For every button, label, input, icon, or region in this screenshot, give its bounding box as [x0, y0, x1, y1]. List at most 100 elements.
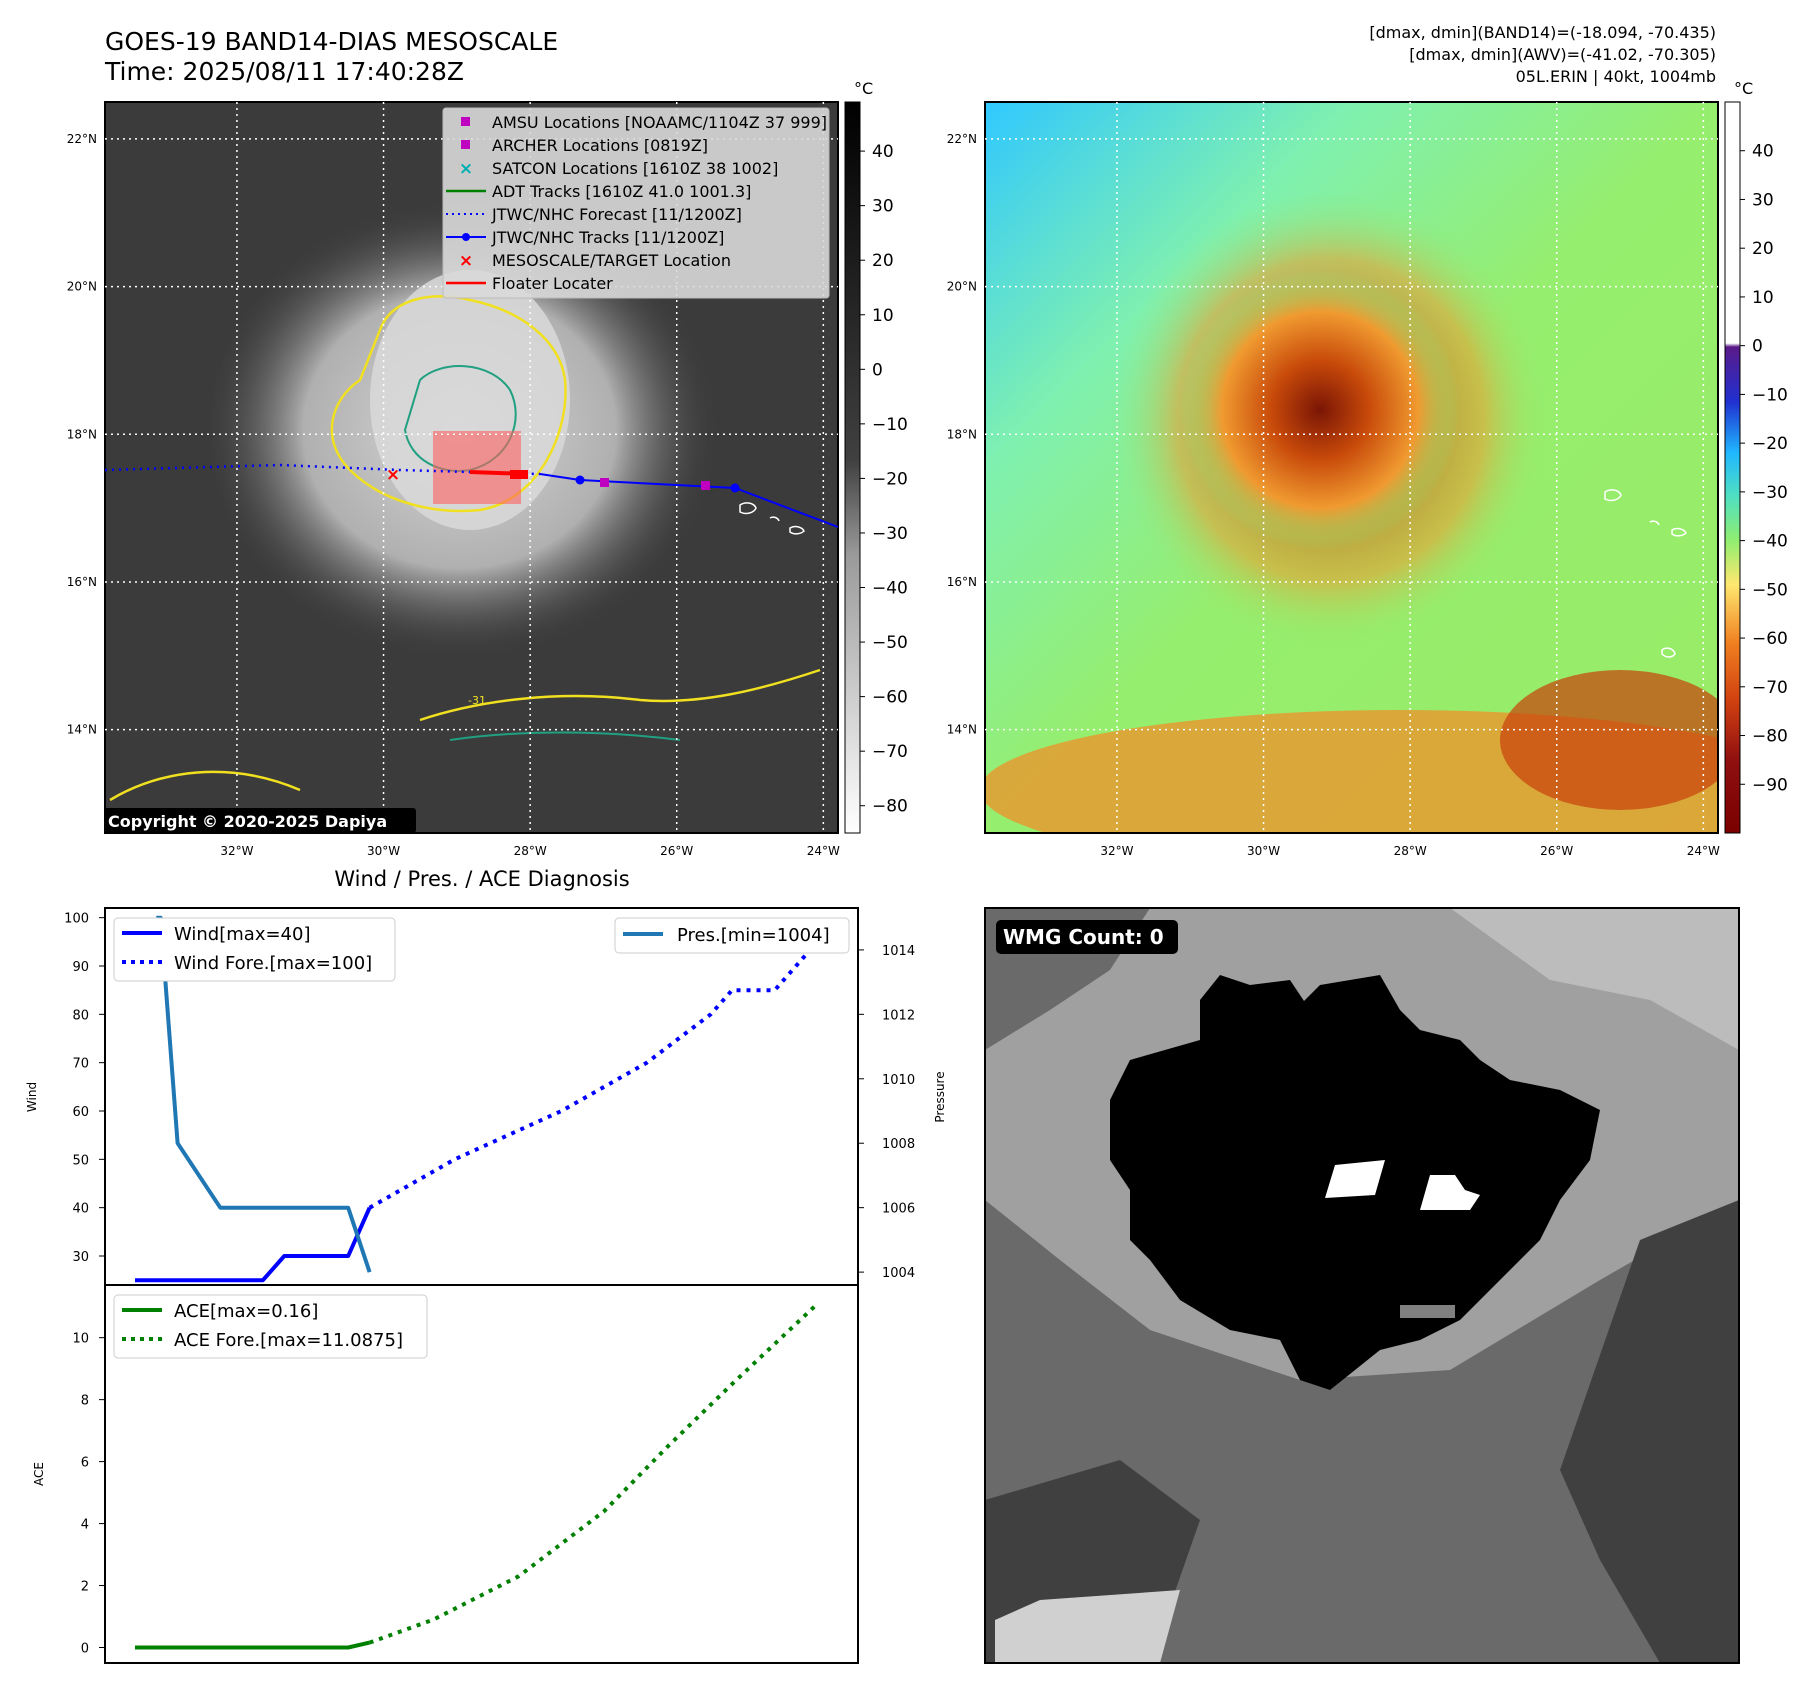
wind-series-lines: [135, 940, 819, 1283]
ir-southern-band-inner: [449, 731, 681, 741]
colorbar-tick-label: −30: [872, 524, 908, 544]
lon-label: 28°W: [514, 844, 547, 858]
colorbar-tick-label: 30: [1752, 190, 1774, 210]
awv-colorbar-unit: °C: [1734, 79, 1753, 98]
lat-label: 20°N: [67, 280, 97, 294]
awv-map-gridlines: [985, 102, 1718, 833]
awv-map-frame: [984, 101, 1719, 834]
lat-label: 22°N: [67, 132, 97, 146]
lat-label: 14°N: [67, 723, 97, 737]
colorbar-tick-label: 30: [872, 197, 894, 217]
jtwc-forecast-track: [104, 463, 541, 476]
awv-lon-labels: 32°W 30°W 28°W 26°W 24°W: [1100, 844, 1720, 858]
wmg-warm-spot: [1325, 1160, 1385, 1198]
colorbar-tick-label: −40: [1752, 532, 1788, 552]
y-tick-label: 8: [81, 1394, 89, 1409]
y-tick-label: 40: [72, 1202, 89, 1217]
colorbar-tick-label: −10: [1752, 385, 1788, 405]
colorbar-tick-label: −80: [872, 797, 908, 817]
y-tick-label: 10: [72, 1332, 89, 1347]
legend-label: AMSU Locations [NOAAMC/1104Z 37 999]: [492, 113, 827, 132]
legend-swatch: ×: [459, 159, 473, 179]
lon-label: 28°W: [1394, 844, 1427, 858]
wmg-count-badge: [996, 920, 1178, 954]
ace-series-lines: [135, 1302, 819, 1650]
y-tick-label: 1004: [882, 1266, 915, 1281]
pressure-axis-label: Pressure: [933, 1071, 947, 1122]
pressure-legend-label: Pres.[min=1004]: [677, 925, 830, 946]
ir-colorbar: °C 40 30 20 10 0 −10 −20 −30 −40 −50 −60 −70 −80: [844, 79, 908, 834]
lat-label: 18°N: [947, 427, 977, 441]
awv-colorbar-ticks: 40 30 20 10 0 −10 −20 −30 −40 −50 −60 −70 −80 −90: [1740, 142, 1788, 795]
figure-title-line2: Time: 2025/08/11 17:40:28Z: [104, 57, 464, 86]
legend-label: ARCHER Locations [0819Z]: [492, 136, 708, 155]
y-tick-label: 100: [64, 912, 89, 927]
island-outline: [739, 502, 805, 535]
ir-colorbar-unit: °C: [854, 79, 873, 98]
lon-label: 24°W: [1687, 844, 1720, 858]
y-tick-label: 60: [72, 1105, 89, 1120]
colorbar-tick-label: −10: [872, 415, 908, 435]
legend-label: ADT Tracks [1610Z 41.0 1001.3]: [492, 182, 751, 201]
colorbar-tick-label: −60: [872, 688, 908, 708]
y-tick-label: 0: [81, 1642, 89, 1657]
lat-label: 20°N: [947, 280, 977, 294]
info-line-3: 05L.ERIN | 40kt, 1004mb: [1516, 67, 1716, 86]
mesoscale-target-marker: ×: [386, 465, 400, 485]
ace-legend: ACE[max=0.16] ACE Fore.[max=11.0875]: [113, 1294, 428, 1359]
awv-colorbar: °C 40 30 20 10 0 −10 −20 −30 −40 −50 −60 −70 −80 −90: [1724, 79, 1788, 834]
colorbar-tick-label: −50: [1752, 580, 1788, 600]
legend-swatch: [461, 117, 470, 126]
colorbar-tick-label: −70: [1752, 678, 1788, 698]
jtwc-track-point: [575, 475, 585, 485]
colorbar-tick-label: −80: [1752, 727, 1788, 747]
wind-forecast-legend-label: Wind Fore.[max=100]: [174, 953, 372, 974]
ace-legend-label: ACE[max=0.16]: [174, 1301, 318, 1322]
wmg-panel: WMG Count: 0: [984, 907, 1740, 1664]
colorbar-tick-label: −70: [872, 742, 908, 762]
contour-label: -31: [468, 694, 486, 707]
awv-storm-core: [1180, 270, 1460, 550]
forecast-series-line: [368, 1302, 819, 1645]
y-tick-label: 6: [81, 1456, 89, 1471]
info-line-2: [dmax, dmin](AWV)=(-41.02, -70.305): [1409, 45, 1716, 64]
y-tick-label: 1014: [882, 944, 915, 959]
series-line: [156, 915, 372, 1273]
y-tick-label: 1008: [882, 1137, 915, 1152]
lon-label: 24°W: [807, 844, 840, 858]
colorbar-tick-label: −40: [872, 579, 908, 599]
ace-axis-ticks: 0 2 4 6 8 10: [72, 1332, 105, 1657]
lon-label: 26°W: [660, 844, 693, 858]
ace-chart: ACE 0 2 4 6 8 10 ACE[max=0.16] ACE Fore.[max=…: [32, 1284, 859, 1664]
ir-map-panel: 22°N 20°N 18°N 16°N 14°N 32°W 30°W 28°W 26°W 24°…: [67, 101, 840, 858]
y-tick-label: 90: [72, 960, 89, 975]
legend-label: JTWC/NHC Tracks [11/1200Z]: [491, 228, 724, 247]
legend-label: JTWC/NHC Forecast [11/1200Z]: [491, 205, 742, 224]
wmg-count-text: WMG Count: 0: [1003, 925, 1164, 949]
lat-label: 18°N: [67, 427, 97, 441]
ir-lat-labels: 22°N 20°N 18°N 16°N 14°N: [67, 132, 97, 737]
ir-legend: AMSU Locations [NOAAMC/1104Z 37 999] ARCH…: [442, 107, 830, 299]
wind-legend-box: [113, 917, 396, 982]
figure-title-line1: GOES-19 BAND14-DIAS MESOSCALE: [105, 27, 558, 56]
diagnosis-title: Wind / Pres. / ACE Diagnosis: [334, 867, 629, 891]
wmg-warm-spot: [1420, 1175, 1480, 1210]
colorbar-tick-label: 40: [1752, 142, 1774, 162]
y-tick-label: 4: [81, 1518, 89, 1533]
ir-legend-box: [442, 107, 830, 299]
lat-label: 22°N: [947, 132, 977, 146]
colorbar-tick-label: −60: [1752, 629, 1788, 649]
amsu-location-marker: [600, 478, 609, 487]
wmg-gray-spot: [1400, 1305, 1455, 1318]
ir-lon-labels: 32°W 30°W 28°W 26°W 24°W: [220, 844, 840, 858]
colorbar-tick-label: −20: [1752, 434, 1788, 454]
wmg-frame: [984, 907, 1740, 1664]
wind-axis-ticks: 30 40 50 60 70 80 90 100: [64, 912, 105, 1265]
wmg-light-region-sw: [995, 1590, 1180, 1663]
wmg-dark-region-ne: [1450, 908, 1739, 1050]
wind-legend: Wind[max=40] Wind Fore.[max=100]: [113, 917, 396, 982]
y-tick-label: 50: [72, 1153, 89, 1168]
wind-legend-label: Wind[max=40]: [174, 924, 311, 945]
ace-legend-box: [113, 1294, 428, 1359]
